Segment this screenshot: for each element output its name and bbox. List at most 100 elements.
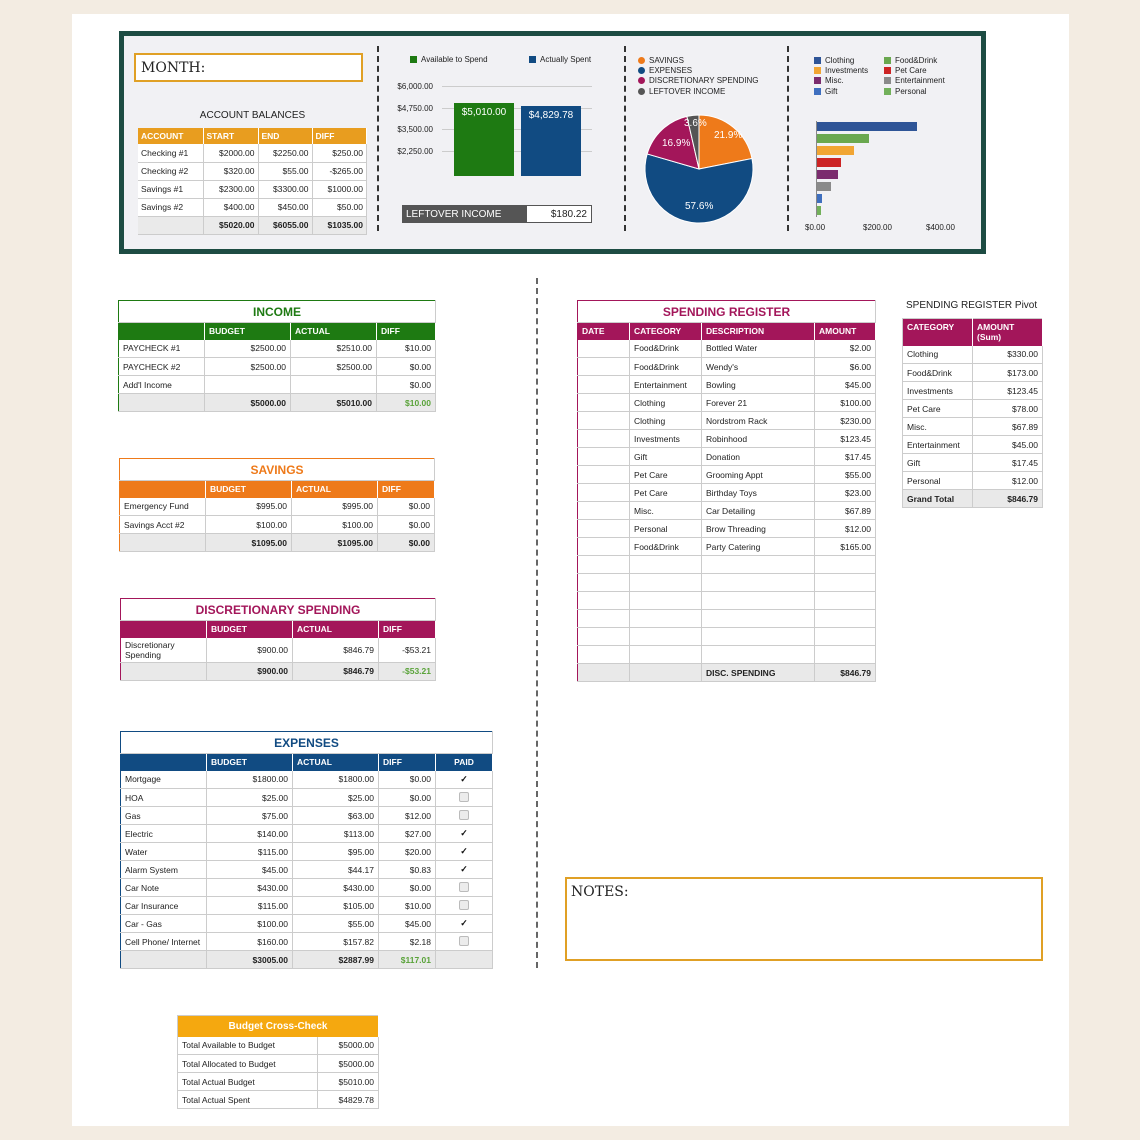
table-cell: $20.00 — [378, 842, 436, 861]
table-cell: Birthday Toys — [701, 483, 815, 502]
table-cell — [629, 645, 702, 664]
paid-checkbox[interactable] — [459, 791, 469, 802]
legend-fooddrink: Food&Drink — [884, 56, 937, 65]
table-cell: Misc. — [629, 501, 702, 520]
table-cell: $1000.00 — [312, 180, 367, 199]
table-cell — [629, 555, 702, 574]
table-cell: $0.00 — [377, 515, 435, 534]
table-cell: $430.00 — [206, 878, 293, 897]
table-cell: PAYCHECK #1 — [118, 339, 205, 358]
notes-field[interactable]: NOTES: — [565, 877, 1043, 961]
legend-label: Clothing — [825, 56, 855, 65]
table-row: Total Available to Budget $5000.00 — [177, 1036, 379, 1055]
table-row: Cell Phone/ Internet $160.00 $157.82 $2.18 — [120, 932, 493, 951]
table-cell: Car Note — [120, 878, 207, 897]
table-cell — [577, 555, 630, 574]
table-cell: Food&Drink — [902, 363, 973, 382]
register-header: AMOUNT — [814, 322, 876, 340]
table-cell — [701, 555, 815, 574]
total-cell: $1095.00 — [205, 533, 292, 552]
table-cell: Forever 21 — [701, 393, 815, 412]
table-cell: $63.00 — [292, 806, 379, 825]
total-row: $3005.00 $2887.99 $117.01 — [120, 950, 493, 969]
table-cell: Car Insurance — [120, 896, 207, 915]
table-row: Car Note $430.00 $430.00 $0.00 — [120, 878, 493, 897]
table-row: Checking #2 $320.00 $55.00 -$265.00 — [138, 162, 367, 181]
table-cell: $846.79 — [292, 637, 379, 663]
paid-checkbox[interactable]: ✓ — [459, 846, 469, 857]
income-header: ACTUAL — [290, 322, 377, 340]
legend-label: LEFTOVER INCOME — [649, 87, 726, 96]
gridline — [442, 86, 592, 87]
paid-checkbox[interactable]: ✓ — [459, 828, 469, 839]
table-cell: $95.00 — [292, 842, 379, 861]
table-row: Gift Donation $17.45 — [577, 447, 876, 466]
table-cell: $17.45 — [814, 447, 876, 466]
paid-checkbox[interactable] — [459, 899, 469, 910]
table-cell: Alarm System — [120, 860, 207, 879]
paid-checkbox[interactable] — [459, 809, 469, 820]
table-row — [577, 645, 876, 664]
income-header: DIFF — [376, 322, 436, 340]
table-cell: $44.17 — [292, 860, 379, 879]
table-row: Pet Care $78.00 — [902, 399, 1043, 418]
table-cell: $5010.00 — [317, 1072, 379, 1091]
table-row: Clothing $330.00 — [902, 345, 1043, 364]
table-cell: PAYCHECK #2 — [118, 357, 205, 376]
expenses-header: ACTUAL — [292, 753, 379, 771]
table-cell — [701, 645, 815, 664]
expenses-header — [120, 753, 207, 771]
table-cell: Pet Care — [629, 465, 702, 484]
table-cell: $450.00 — [258, 198, 313, 217]
table-row: Misc. Car Detailing $67.89 — [577, 501, 876, 520]
income-header — [118, 322, 205, 340]
table-cell: $2250.00 — [258, 144, 313, 163]
table-cell: $5000.00 — [317, 1054, 379, 1073]
table-cell: $995.00 — [291, 497, 378, 516]
y-tick-label: $3,500.00 — [397, 125, 433, 134]
paid-cell: ✓ — [435, 842, 493, 861]
crosscheck-title: Budget Cross-Check — [177, 1015, 379, 1037]
paid-checkbox[interactable]: ✓ — [459, 773, 469, 785]
table-cell: Investments — [902, 381, 973, 400]
table-cell: Gift — [629, 447, 702, 466]
total-cell: $846.79 — [972, 489, 1043, 508]
table-cell — [629, 573, 702, 592]
table-cell — [814, 645, 876, 664]
table-row: Food&Drink Wendy's $6.00 — [577, 357, 876, 376]
dashboard-divider — [787, 46, 789, 231]
table-row: Investments $123.45 — [902, 381, 1043, 400]
table-cell — [577, 573, 630, 592]
table-cell: Checking #1 — [138, 144, 204, 163]
crosscheck-table: Budget Cross-Check Total Available to Bu… — [177, 1015, 379, 1109]
table-row: Savings #2 $400.00 $450.00 $50.00 — [138, 198, 367, 217]
hbar-misc — [817, 170, 838, 179]
table-cell: $900.00 — [206, 637, 293, 663]
paid-checkbox[interactable] — [459, 935, 469, 946]
legend-swatch — [638, 88, 645, 95]
table-cell: $330.00 — [972, 345, 1043, 364]
paid-cell — [435, 806, 493, 825]
table-cell — [701, 627, 815, 646]
legend-swatch — [529, 56, 536, 63]
hbar-investments — [817, 146, 855, 155]
paid-checkbox[interactable] — [459, 881, 469, 892]
legend-expenses: EXPENSES — [638, 66, 692, 75]
table-cell: $45.00 — [814, 375, 876, 394]
table-cell: Checking #2 — [138, 162, 204, 181]
legend-label: Actually Spent — [540, 55, 592, 64]
table-cell: -$265.00 — [312, 162, 367, 181]
legend-swatch — [638, 67, 645, 74]
legend-label: Investments — [825, 66, 869, 75]
table-cell: $0.00 — [378, 788, 436, 807]
month-field[interactable]: MONTH: — [134, 53, 363, 82]
table-cell — [204, 375, 291, 394]
table-cell: Donation — [701, 447, 815, 466]
table-row: Savings #1 $2300.00 $3300.00 $1000.00 — [138, 180, 367, 199]
table-row: Discretionary Spending $900.00 $846.79 -$53… — [120, 637, 436, 663]
paid-checkbox[interactable]: ✓ — [459, 918, 469, 929]
paid-checkbox[interactable]: ✓ — [459, 864, 469, 875]
table-row: Food&Drink Party Catering $165.00 — [577, 537, 876, 556]
table-cell — [701, 591, 815, 610]
table-row: Emergency Fund $995.00 $995.00 $0.00 — [119, 497, 435, 516]
